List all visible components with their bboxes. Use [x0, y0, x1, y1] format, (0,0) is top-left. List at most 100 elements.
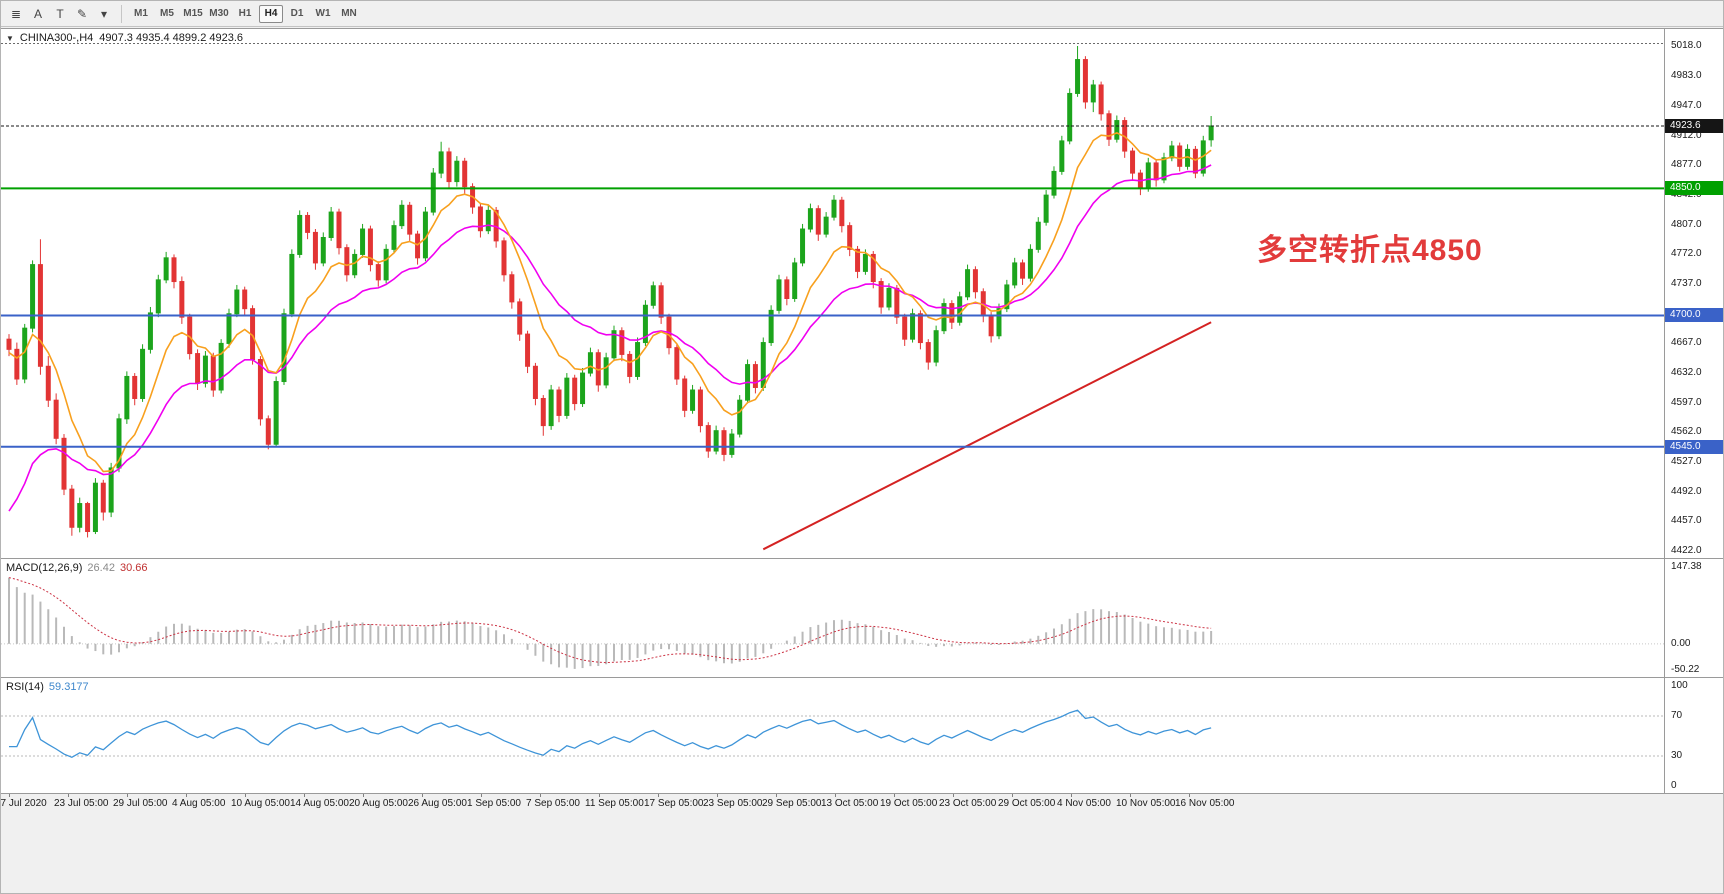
rsi-axis-tick: 30: [1671, 750, 1683, 761]
collapse-icon[interactable]: ▼: [6, 33, 14, 43]
timeframe-m1-button[interactable]: M1: [134, 8, 148, 19]
price-tick: 4492.0: [1671, 485, 1702, 497]
main-chart-pane[interactable]: ▼ CHINA300-,H4 4907.3 4935.4 4899.2 4923…: [1, 28, 1664, 558]
timeframe-w1-button[interactable]: W1: [315, 8, 331, 19]
price-tick: 4947.0: [1671, 100, 1702, 112]
macd-signal-value: 30.66: [119, 562, 148, 574]
time-tick: [835, 794, 836, 797]
time-tick: [481, 794, 482, 797]
price-tick: 4667.0: [1671, 337, 1702, 349]
time-label: 11 Sep 05:00: [585, 798, 644, 809]
time-tick: [1071, 794, 1072, 797]
price-tick: 4457.0: [1671, 515, 1702, 527]
price-tick: 4807.0: [1671, 218, 1702, 230]
time-tick: [540, 794, 541, 797]
symbol-label: CHINA300-,H4: [19, 32, 94, 44]
time-label: 1 Sep 05:00: [467, 798, 521, 809]
price-tick: 4632.0: [1671, 367, 1702, 379]
cursor-tool-button[interactable]: A: [33, 6, 42, 21]
time-tick: [68, 794, 69, 797]
time-tick: [9, 794, 10, 797]
price-tick: 4562.0: [1671, 426, 1702, 438]
time-tick: [953, 794, 954, 797]
macd-axis-tick: 0.00: [1671, 637, 1691, 649]
time-label: 29 Sep 05:00: [762, 798, 822, 809]
chart-header: ▼ CHINA300-,H4 4907.3 4935.4 4899.2 4923…: [6, 32, 243, 44]
macd-axis-tick: 147.38: [1671, 561, 1702, 572]
time-label: 26 Aug 05:00: [408, 798, 467, 809]
macd-main-value: 26.42: [87, 562, 115, 574]
macd-plot[interactable]: [1, 559, 1664, 677]
price-tick: 4737.0: [1671, 278, 1702, 290]
toolbar-separator: [121, 4, 122, 23]
time-tick: [1189, 794, 1190, 797]
time-label: 19 Oct 05:00: [880, 798, 938, 809]
time-label: 14 Aug 05:00: [290, 798, 349, 809]
price-level-badge: 4850.0: [1665, 181, 1723, 196]
indicators-list-icon[interactable]: ≣: [10, 6, 22, 21]
macd-axis[interactable]: 147.38 0.00 -50.22: [1664, 558, 1723, 677]
rsi-axis[interactable]: 100 70 30 0: [1664, 677, 1723, 793]
time-label: 23 Oct 05:00: [939, 798, 997, 809]
time-label: 23 Sep 05:00: [703, 798, 763, 809]
price-tick: 4597.0: [1671, 396, 1702, 408]
macd-name: MACD(12,26,9): [6, 562, 83, 574]
time-axis[interactable]: 17 Jul 2020 23 Jul 05:00 29 Jul 05:00 4 Aug…: [0, 793, 1723, 813]
time-label: 10 Nov 05:00: [1116, 798, 1176, 809]
time-tick: [776, 794, 777, 797]
annotation-text[interactable]: 多空转折点4850: [1257, 234, 1483, 267]
time-tick: [363, 794, 364, 797]
time-tick: [894, 794, 895, 797]
time-label: 4 Aug 05:00: [172, 798, 226, 809]
price-tick: 4422.0: [1671, 545, 1702, 556]
price-tick: 4527.0: [1671, 456, 1702, 468]
rsi-axis-tick: 70: [1671, 710, 1683, 721]
current-price-badge: 4923.6: [1665, 118, 1723, 133]
time-label: 17 Sep 05:00: [644, 798, 704, 809]
candlestick-plot[interactable]: [1, 29, 1664, 558]
time-tick: [1012, 794, 1013, 797]
timeframe-m15-button[interactable]: M15: [183, 8, 203, 19]
drawings-tool-button[interactable]: ✎: [76, 6, 88, 21]
rsi-axis-tick: 0: [1671, 780, 1677, 791]
timeframe-button-group: M1 M5 M15 M30 H1 H4 D1 W1 MN: [128, 1, 362, 26]
ohlc-values: 4907.3 4935.4 4899.2 4923.6: [99, 32, 244, 44]
toolbar: ≣ A T ✎ ▾ M1 M5 M15 M30 H1 H4 D1 W1 MN: [1, 1, 1723, 27]
time-label: 20 Aug 05:00: [349, 798, 408, 809]
time-tick: [186, 794, 187, 797]
macd-pane[interactable]: MACD(12,26,9) 26.42 30.66: [1, 558, 1664, 677]
time-tick: [422, 794, 423, 797]
time-label: 4 Nov 05:00: [1057, 798, 1111, 809]
price-tick: 4877.0: [1671, 159, 1702, 171]
time-label: 16 Nov 05:00: [1175, 798, 1235, 809]
price-tick: 4912.0: [1671, 129, 1702, 141]
price-tick: 5018.0: [1671, 40, 1702, 51]
timeframe-mn-button[interactable]: MN: [341, 8, 357, 19]
time-tick: [304, 794, 305, 797]
rsi-label: RSI(14) 59.3177: [6, 681, 89, 693]
price-level-badge: 4545.0: [1665, 439, 1723, 454]
text-tool-button[interactable]: T: [56, 6, 64, 21]
rsi-name: RSI(14): [6, 681, 44, 693]
timeframe-h4-button[interactable]: H4: [259, 4, 283, 23]
rsi-plot[interactable]: [1, 678, 1664, 793]
timeframe-m30-button[interactable]: M30: [209, 8, 229, 19]
time-label: 17 Jul 2020: [0, 798, 47, 809]
time-tick: [658, 794, 659, 797]
price-axis[interactable]: 5018.04983.04947.04912.04877.04842.04807…: [1664, 28, 1723, 558]
toolbar-tools-group: ≣ A T ✎ ▾: [5, 1, 115, 26]
timeframe-d1-button[interactable]: D1: [290, 8, 304, 19]
drawings-caret-icon[interactable]: ▾: [100, 6, 108, 21]
timeframe-m5-button[interactable]: M5: [160, 8, 174, 19]
time-label: 10 Aug 05:00: [231, 798, 290, 809]
macd-axis-tick: -50.22: [1671, 664, 1700, 675]
timeframe-h1-button[interactable]: H1: [238, 8, 252, 19]
rsi-pane[interactable]: RSI(14) 59.3177: [1, 677, 1664, 793]
time-tick: [599, 794, 600, 797]
price-tick: 4983.0: [1671, 69, 1702, 81]
rsi-axis-tick: 100: [1671, 680, 1688, 691]
rsi-value: 59.3177: [48, 681, 89, 693]
time-label: 23 Jul 05:00: [54, 798, 109, 809]
price-level-badge: 4700.0: [1665, 308, 1723, 323]
